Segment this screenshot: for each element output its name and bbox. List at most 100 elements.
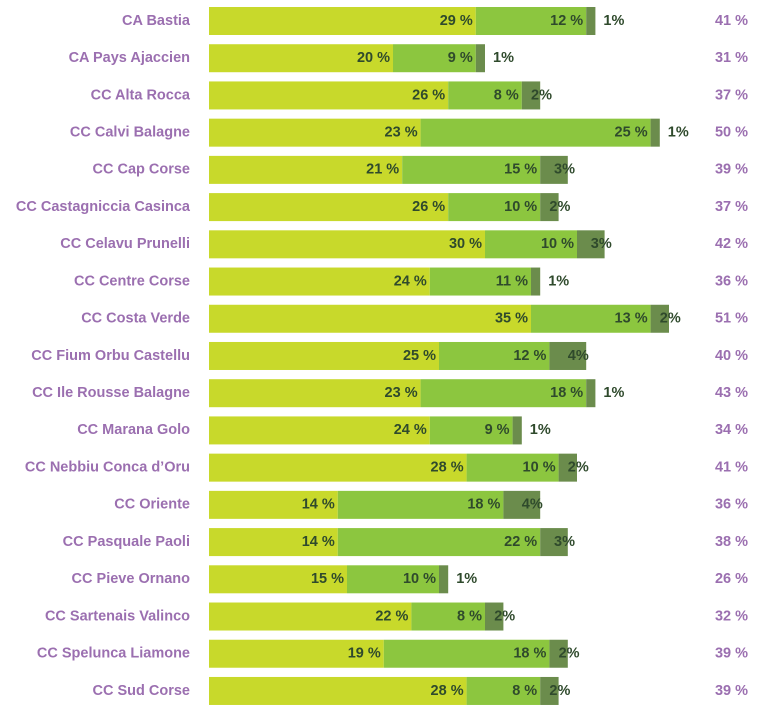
segment-label: 24 % <box>394 422 427 438</box>
bar-segment <box>209 528 338 557</box>
segment-label: 24 % <box>394 273 427 289</box>
category-label: CC Sud Corse <box>93 683 191 699</box>
segment-label: 23 % <box>385 385 418 401</box>
bar-segment <box>209 453 467 482</box>
bar-segment <box>411 602 485 631</box>
segment-label: 14 % <box>302 497 335 513</box>
segment-label: 28 % <box>431 683 464 699</box>
segment-label: 12 % <box>513 348 546 364</box>
bar-segment <box>209 118 421 147</box>
segment-label: 13 % <box>615 311 648 327</box>
bar-segment <box>475 44 485 73</box>
segment-label: 10 % <box>403 571 436 587</box>
segment-label: 15 % <box>311 571 344 587</box>
segment-label: 8 % <box>512 683 537 699</box>
bar-segment <box>448 81 522 110</box>
bar-segment <box>503 490 541 519</box>
segment-label: 18 % <box>513 646 546 662</box>
segment-label: 15 % <box>504 162 537 178</box>
segment-label: 1% <box>603 385 624 401</box>
segment-label: 8 % <box>494 87 519 103</box>
segment-label: 9 % <box>485 422 510 438</box>
bar-segment <box>209 565 347 594</box>
segment-label: 18 % <box>550 385 583 401</box>
bar-segment <box>439 341 550 370</box>
bar-segment <box>466 676 541 705</box>
category-label: CC Calvi Balagne <box>70 124 190 140</box>
segment-label: 3% <box>554 534 575 550</box>
bar-segment <box>393 44 476 73</box>
category-label: CC Costa Verde <box>81 311 190 327</box>
segment-label: 30 % <box>449 236 482 252</box>
bar-segment <box>209 155 403 184</box>
bar-segment <box>209 602 412 631</box>
segment-label: 2% <box>549 199 570 215</box>
segment-label: 4% <box>568 348 589 364</box>
total-label: 39 % <box>715 646 748 662</box>
segment-label: 2% <box>559 646 580 662</box>
total-label: 31 % <box>715 50 748 66</box>
segment-label: 11 % <box>496 273 528 289</box>
bar-segment <box>337 490 504 519</box>
bar-segment <box>512 416 522 445</box>
segment-label: 2% <box>549 683 570 699</box>
segment-label: 8 % <box>457 608 482 624</box>
bar-segment <box>209 7 476 35</box>
segment-label: 1% <box>548 273 569 289</box>
segment-label: 26 % <box>412 87 445 103</box>
bar-segment <box>209 230 485 259</box>
total-label: 26 % <box>715 571 748 587</box>
bar-segment <box>540 528 568 557</box>
total-label: 43 % <box>715 385 748 401</box>
bar-segment <box>586 7 596 35</box>
segment-label: 1% <box>456 571 477 587</box>
segment-label: 20 % <box>357 50 390 66</box>
segment-label: 12 % <box>550 13 583 29</box>
category-label: CC Pieve Ornano <box>72 571 191 587</box>
category-label: CA Pays Ajaccien <box>69 50 190 66</box>
bar-segment <box>586 379 596 408</box>
category-label: CC Centre Corse <box>74 273 190 289</box>
category-label: CC Marana Golo <box>77 422 190 438</box>
bar-segment <box>209 304 531 333</box>
category-label: CA Bastia <box>122 13 191 29</box>
bar-segment <box>420 118 651 147</box>
total-label: 41 % <box>715 13 748 29</box>
category-label: CC Sartenais Valinco <box>45 608 190 624</box>
bar-segment <box>209 490 338 519</box>
total-label: 37 % <box>715 87 748 103</box>
total-label: 38 % <box>715 534 748 550</box>
segment-label: 3% <box>591 236 612 252</box>
bar-segment <box>475 7 587 35</box>
segment-label: 2% <box>568 459 589 475</box>
category-label: CC Celavu Prunelli <box>60 236 190 252</box>
bar-segment <box>650 118 660 147</box>
bar-segment <box>209 379 421 408</box>
total-label: 39 % <box>715 683 748 699</box>
segment-label: 26 % <box>412 199 445 215</box>
segment-label: 25 % <box>403 348 436 364</box>
total-label: 51 % <box>715 311 748 327</box>
total-label: 36 % <box>715 273 748 289</box>
segment-label: 4% <box>522 497 543 513</box>
segment-label: 23 % <box>385 124 418 140</box>
bar-segment <box>531 304 651 333</box>
bar-segment <box>209 341 439 370</box>
bar-segment <box>209 44 393 73</box>
segment-label: 1% <box>493 50 514 66</box>
bar-segment <box>402 155 541 184</box>
category-label: CC Oriente <box>114 497 190 513</box>
segment-label: 10 % <box>523 459 556 475</box>
bar-segment <box>521 81 541 110</box>
category-label: CC Alta Rocca <box>91 87 191 103</box>
segment-label: 2% <box>531 87 552 103</box>
bar-segment <box>209 193 449 222</box>
segment-label: 22 % <box>504 534 537 550</box>
category-label: CC Pasquale Paoli <box>63 534 190 550</box>
segment-label: 10 % <box>541 236 574 252</box>
category-label: CC Fium Orbu Castellu <box>31 348 190 364</box>
total-label: 37 % <box>715 199 748 215</box>
bar-segment <box>209 81 449 110</box>
segment-label: 9 % <box>448 50 473 66</box>
